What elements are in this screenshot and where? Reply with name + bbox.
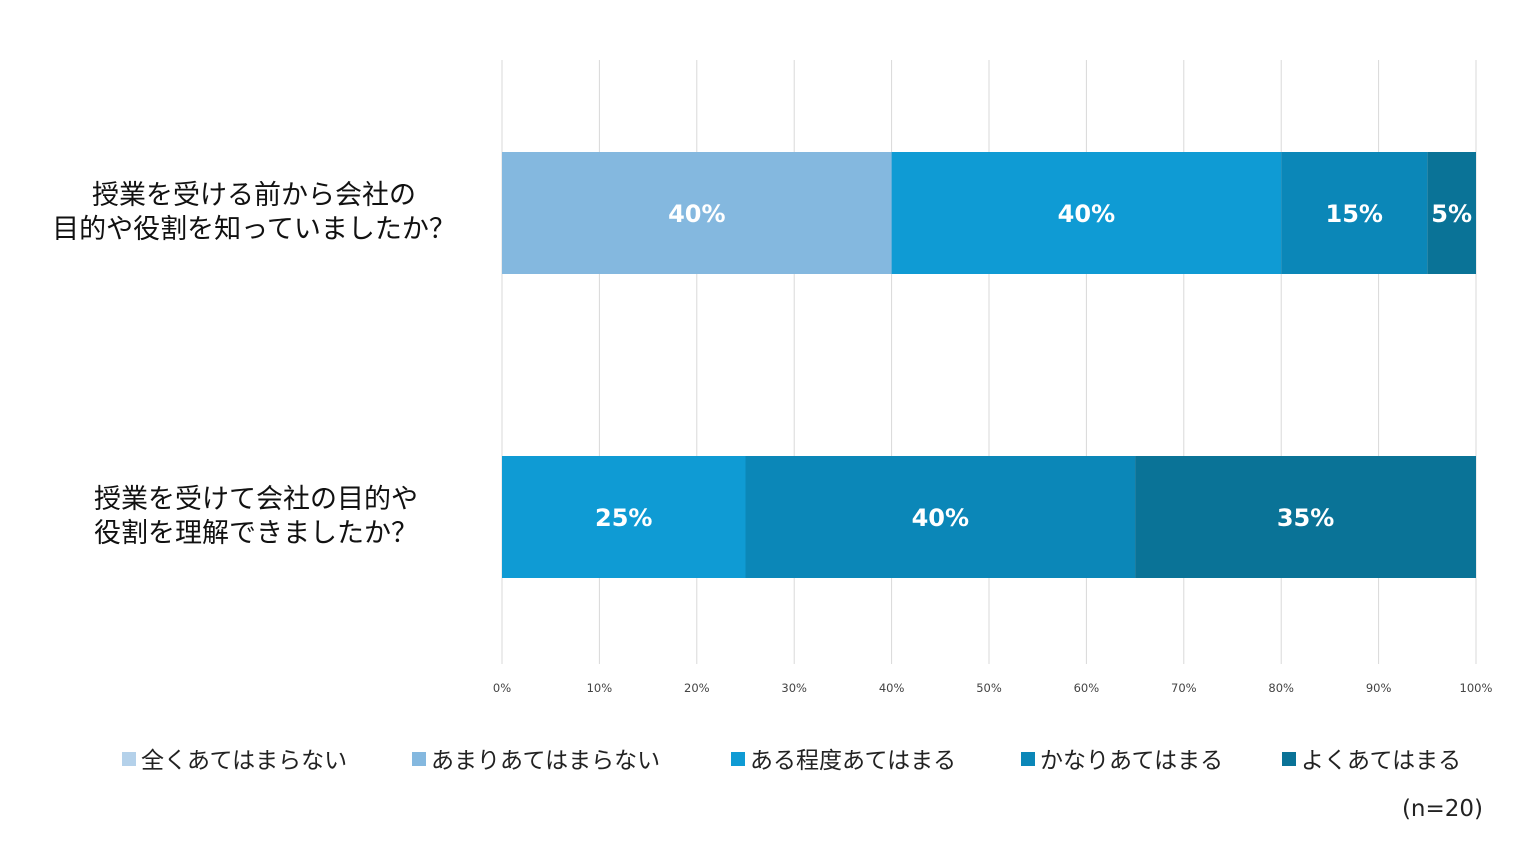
data-label: 25% — [595, 504, 652, 532]
x-tick-label: 0% — [493, 681, 511, 695]
x-tick-label: 70% — [1171, 681, 1197, 695]
x-tick-label: 90% — [1366, 681, 1392, 695]
data-label: 40% — [668, 200, 725, 228]
legend-swatch — [122, 752, 136, 766]
bar-segment — [745, 456, 1136, 578]
x-tick-label: 60% — [1074, 681, 1100, 695]
sample-size-note: (n=20) — [1402, 796, 1483, 822]
legend-label: ある程度あてはまる — [750, 748, 956, 774]
legend-swatch — [731, 752, 745, 766]
legend: 全くあてはまらない あまりあてはまらない ある程度あてはまる かなりあてはまる よくあて… — [122, 748, 1461, 774]
data-label: 40% — [1058, 200, 1115, 228]
legend-swatch — [1021, 752, 1035, 766]
category-label: 目的や役割を知っていましたか？ — [52, 214, 456, 245]
bar-segment — [502, 152, 892, 274]
bar-segment — [502, 456, 746, 578]
legend-label: かなりあてはまる — [1040, 748, 1223, 774]
data-label: 15% — [1326, 200, 1383, 228]
x-tick-label: 80% — [1268, 681, 1294, 695]
x-axis-ticks: 0% 10% 20% 30% 40% 50% 60% 70% 80% 90% 100% — [493, 681, 1493, 695]
data-label: 40% — [912, 504, 969, 532]
category-label: 役割を理解できましたか？ — [94, 518, 418, 549]
legend-swatch — [1282, 752, 1296, 766]
bar-segment — [1427, 152, 1476, 274]
legend-label: あまりあてはまらない — [431, 748, 660, 774]
bar-segment — [1281, 152, 1428, 274]
x-tick-label: 40% — [879, 681, 905, 695]
bar-segment — [891, 152, 1282, 274]
x-tick-label: 30% — [781, 681, 807, 695]
category-label: 授業を受けて会社の目的や — [94, 484, 418, 515]
legend-label: 全くあてはまらない — [141, 748, 347, 774]
x-tick-label: 20% — [684, 681, 710, 695]
bar-segment — [1135, 456, 1476, 578]
x-tick-label: 100% — [1460, 681, 1493, 695]
bars: 40% 40% 15% 5% 25% 40% 35% — [502, 152, 1476, 578]
legend-swatch — [412, 752, 426, 766]
x-tick-label: 10% — [587, 681, 613, 695]
data-label: 35% — [1277, 504, 1334, 532]
legend-label: よくあてはまる — [1301, 748, 1461, 774]
category-label: 授業を受ける前から会社の — [92, 180, 416, 211]
data-label: 5% — [1431, 200, 1472, 228]
x-tick-label: 50% — [976, 681, 1002, 695]
